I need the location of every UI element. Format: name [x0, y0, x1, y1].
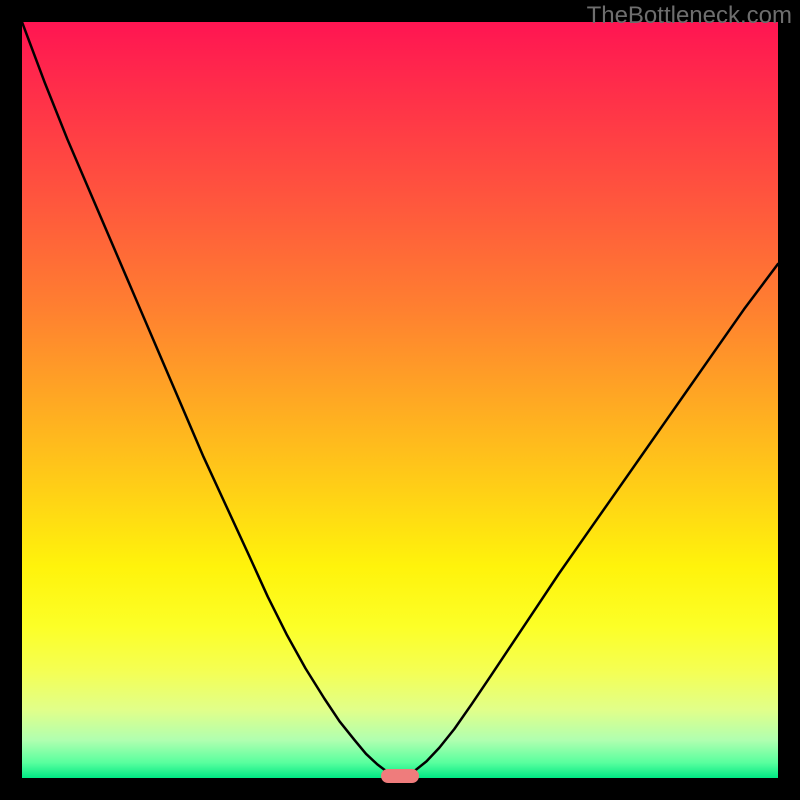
bottleneck-curve	[22, 22, 778, 778]
watermark-text: TheBottleneck.com	[587, 2, 792, 30]
minimum-marker	[381, 769, 419, 783]
chart-frame: TheBottleneck.com	[0, 0, 800, 800]
plot-area	[22, 22, 778, 778]
